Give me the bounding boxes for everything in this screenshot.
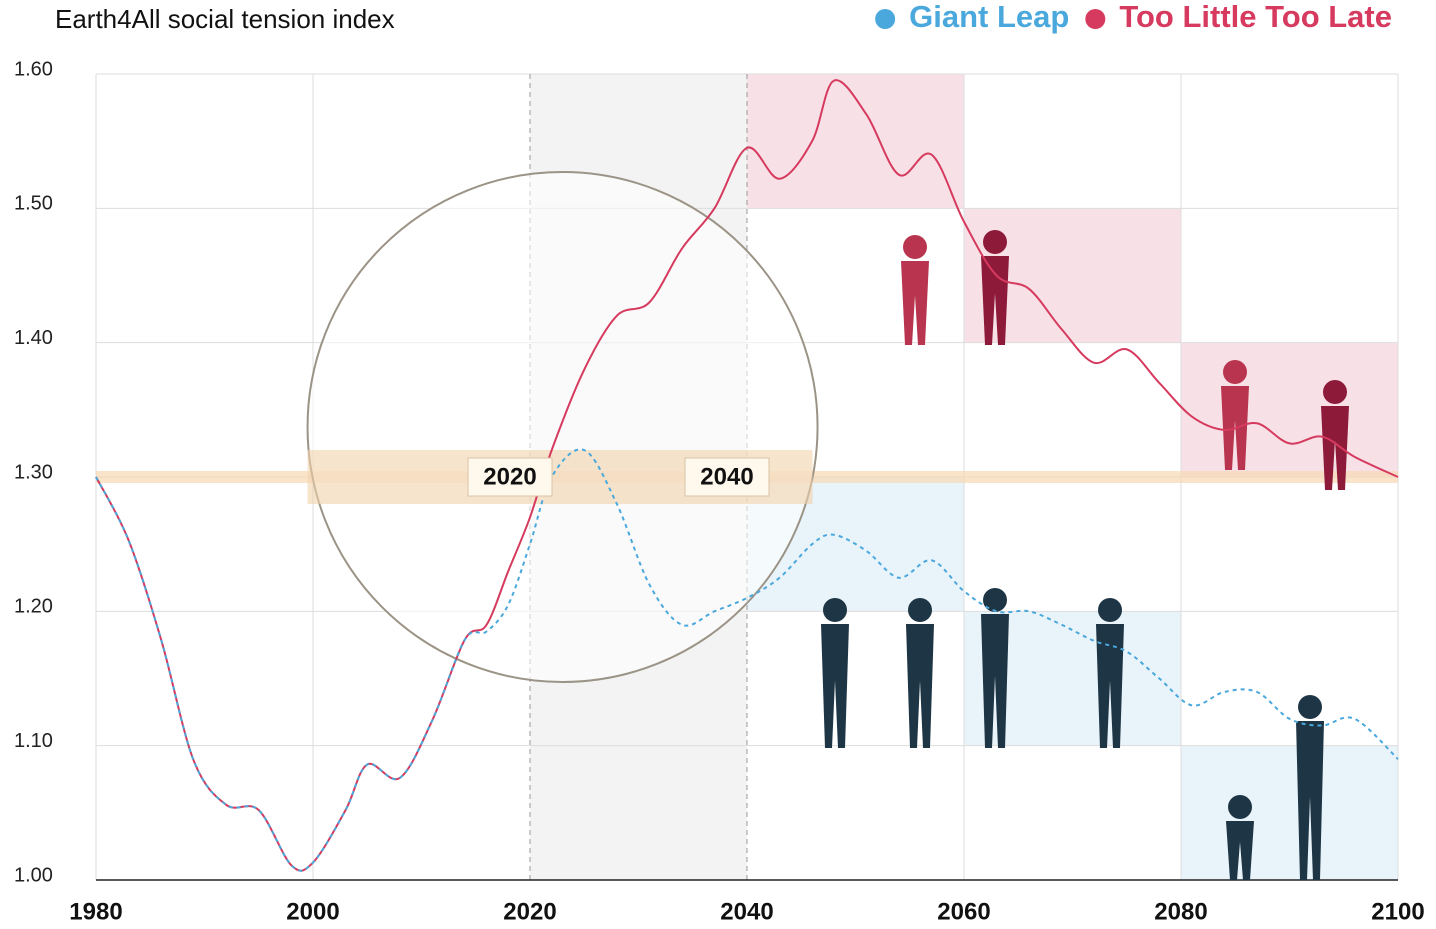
- silhouette: [903, 235, 927, 259]
- y-tick-label: 1.50: [14, 193, 53, 215]
- legend-label: Too Little Too Late: [1119, 0, 1392, 34]
- silhouette: [1296, 721, 1324, 880]
- calm-zone: [1181, 745, 1398, 880]
- x-tick-label: 2080: [1154, 898, 1207, 925]
- silhouette: [1321, 406, 1349, 490]
- x-tick-label: 2100: [1371, 898, 1424, 925]
- legend-label: Giant Leap: [909, 0, 1069, 34]
- silhouette: [1228, 795, 1252, 819]
- magnifier: [306, 171, 819, 683]
- y-tick-label: 1.20: [14, 596, 53, 618]
- y-tick-label: 1.40: [14, 327, 53, 349]
- silhouette: [1221, 386, 1249, 470]
- annotation: 2020: [483, 463, 536, 490]
- annotation: 2040: [700, 463, 753, 490]
- silhouette: [1223, 360, 1247, 384]
- annotation-box: [467, 457, 553, 497]
- y-tick-label: 1.10: [14, 730, 53, 752]
- x-tick-label: 1980: [69, 898, 122, 925]
- silhouette: [1226, 821, 1254, 880]
- y-tick-label: 1.00: [14, 864, 53, 886]
- x-tick-label: 2040: [720, 898, 773, 925]
- silhouette: [908, 598, 932, 622]
- silhouette: [981, 256, 1009, 345]
- tension-zone: [747, 74, 964, 209]
- x-tick-label: 2000: [286, 898, 339, 925]
- silhouette: [983, 230, 1007, 254]
- chart-title: Earth4All social tension index: [55, 4, 395, 34]
- legend-marker: [1085, 9, 1106, 29]
- silhouette: [906, 624, 934, 748]
- legend-marker: [875, 9, 896, 29]
- silhouette: [981, 614, 1009, 748]
- annotation-box: [684, 457, 770, 497]
- silhouette: [821, 624, 849, 748]
- x-tick-label: 2060: [937, 898, 990, 925]
- series-line: [95, 448, 1399, 872]
- silhouette: [983, 588, 1007, 612]
- tension-zone: [1181, 342, 1398, 477]
- x-tick-label: 2020: [503, 898, 556, 925]
- y-tick-label: 1.30: [14, 461, 53, 483]
- silhouette: [1298, 695, 1322, 719]
- silhouette: [1096, 624, 1124, 748]
- y-tick-label: 1.60: [14, 58, 53, 80]
- silhouette: [823, 598, 847, 622]
- silhouette: [1098, 598, 1122, 622]
- silhouette: [901, 261, 929, 345]
- silhouette: [1323, 380, 1347, 404]
